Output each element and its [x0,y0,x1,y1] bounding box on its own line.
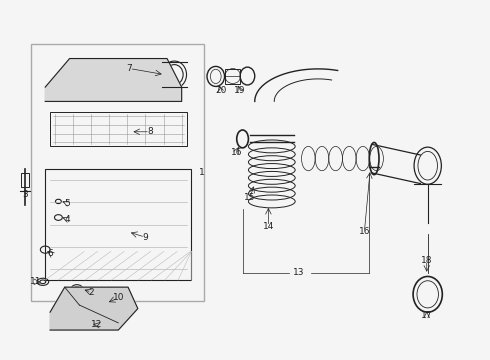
Text: 16: 16 [359,227,370,236]
Text: 17: 17 [421,311,433,320]
Text: 11: 11 [30,277,41,286]
Text: 7: 7 [126,64,132,73]
Polygon shape [50,287,138,330]
Text: 12: 12 [91,320,102,329]
Text: 10: 10 [113,293,124,302]
Text: 3: 3 [22,190,27,199]
Text: 1: 1 [199,168,205,177]
Bar [21,173,29,187]
Text: 9: 9 [142,233,148,242]
Text: 8: 8 [147,127,153,136]
Text: 5: 5 [64,199,70,208]
Bar [50,112,187,146]
Text: 16: 16 [230,148,242,157]
Bar [30,44,203,301]
Text: 4: 4 [64,215,70,224]
Text: 6: 6 [47,249,53,258]
Text: 19: 19 [234,86,246,95]
Polygon shape [45,59,182,102]
Text: 20: 20 [215,86,226,95]
Text: 14: 14 [263,222,274,231]
Bar [45,169,192,280]
Text: 13: 13 [293,268,304,277]
Text: 2: 2 [89,288,95,297]
Text: 15: 15 [244,193,256,202]
Bar [224,68,240,84]
Text: 18: 18 [421,256,433,265]
